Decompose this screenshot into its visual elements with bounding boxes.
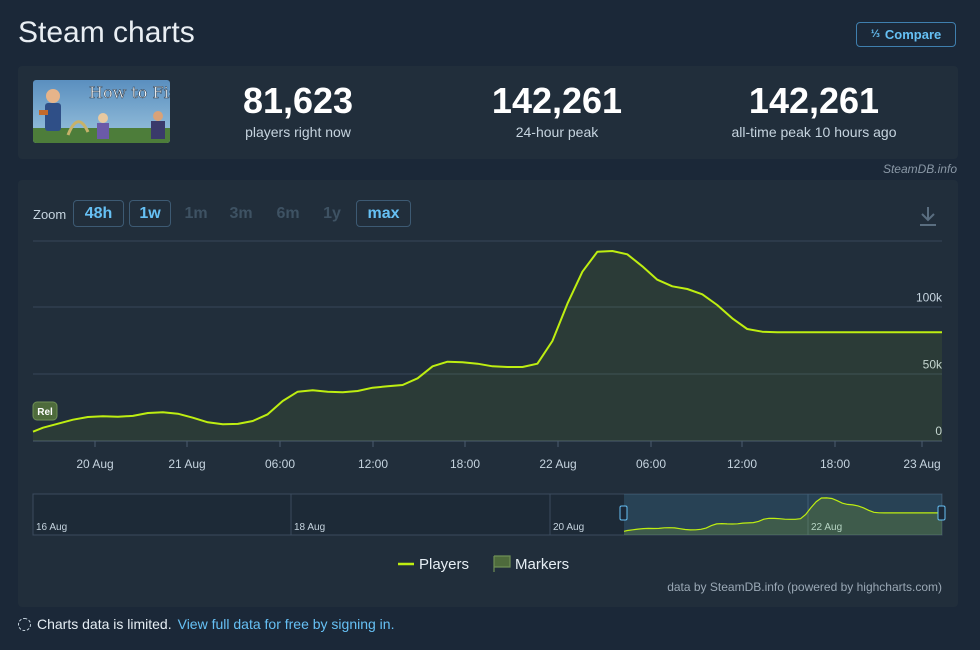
y-tick-label: 100k xyxy=(916,291,943,305)
compare-button[interactable]: ⅓ Compare xyxy=(856,22,956,47)
stat-label: players right now xyxy=(245,124,351,140)
attribution-link[interactable]: SteamDB.info xyxy=(882,162,957,176)
legend-players-label: Players xyxy=(419,556,469,573)
players-line xyxy=(32,250,942,433)
navigator-date-label: 16 Aug xyxy=(36,522,67,533)
x-tick-label: 20 Aug xyxy=(76,457,113,471)
x-tick-label: 23 Aug xyxy=(903,457,940,471)
release-marker-flag xyxy=(32,401,58,421)
game-thumbnail[interactable]: How to Fish xyxy=(33,80,170,143)
sign-in-link[interactable]: View full data for free by signing in. xyxy=(177,616,395,632)
stat-label: all-time peak 10 hours ago xyxy=(731,124,897,140)
y-tick-label: 0 xyxy=(935,424,942,438)
stat-value: 81,623 xyxy=(242,80,354,121)
players-area xyxy=(33,251,942,441)
zoom-6m-button[interactable]: 6m xyxy=(276,204,300,222)
x-tick-label: 12:00 xyxy=(727,457,757,471)
legend-markers-flag-icon xyxy=(493,555,511,572)
x-tick-label: 06:00 xyxy=(265,457,295,471)
download-icon[interactable] xyxy=(918,205,938,227)
chart-panel: Zoom 48h 1w 1m 3m 6m 1y max xyxy=(18,180,958,607)
legend-markers-label: Markers xyxy=(515,556,569,573)
stat-24h-peak: 142,261 24-hour peak xyxy=(437,80,677,140)
page-title: Steam charts xyxy=(18,16,195,49)
x-tick-label: 21 Aug xyxy=(168,457,205,471)
stat-current: 81,623 players right now xyxy=(178,80,418,140)
stat-value: 142,261 xyxy=(491,80,623,121)
compare-label: Compare xyxy=(884,27,942,42)
game-title-art: How to Fish xyxy=(89,83,170,102)
zoom-1y-button[interactable]: 1y xyxy=(323,204,341,222)
release-marker-label: Rel xyxy=(37,407,53,418)
navigator-line xyxy=(623,497,942,532)
navigator-date-label: 18 Aug xyxy=(294,522,325,533)
zoom-1m-button[interactable]: 1m xyxy=(184,204,208,222)
navigator-area xyxy=(624,497,942,535)
stats-panel: How to Fish 81,623 players right now 142… xyxy=(18,66,958,159)
loading-icon xyxy=(18,617,31,631)
navigator-date-label: 20 Aug xyxy=(553,522,584,533)
limited-text: Charts data is limited. xyxy=(37,616,172,632)
x-tick-label: 18:00 xyxy=(450,457,480,471)
zoom-label: Zoom xyxy=(33,207,67,222)
stat-all-time-peak: 142,261 all-time peak 10 hours ago xyxy=(694,80,934,140)
chart-credit: data by SteamDB.info (powered by highcha… xyxy=(667,580,942,594)
stat-value: 142,261 xyxy=(748,80,880,121)
y-tick-label: 50k xyxy=(923,357,943,371)
zoom-1w-button[interactable]: 1w xyxy=(129,200,171,227)
navigator-handle-left xyxy=(619,505,628,521)
x-tick-label: 06:00 xyxy=(636,457,666,471)
x-tick-label: 12:00 xyxy=(358,457,388,471)
x-tick-label: 18:00 xyxy=(820,457,850,471)
x-tick-label: 22 Aug xyxy=(539,457,576,471)
limited-data-notice: Charts data is limited. View full data f… xyxy=(18,616,394,632)
stat-label: 24-hour peak xyxy=(515,124,599,140)
zoom-max-button[interactable]: max xyxy=(356,200,411,227)
navigator-handle-right xyxy=(937,505,946,521)
navigator-date-label: 22 Aug xyxy=(811,522,842,533)
zoom-3m-button[interactable]: 3m xyxy=(229,204,253,222)
fraction-icon: ⅓ xyxy=(870,28,880,40)
zoom-48h-button[interactable]: 48h xyxy=(73,200,124,227)
